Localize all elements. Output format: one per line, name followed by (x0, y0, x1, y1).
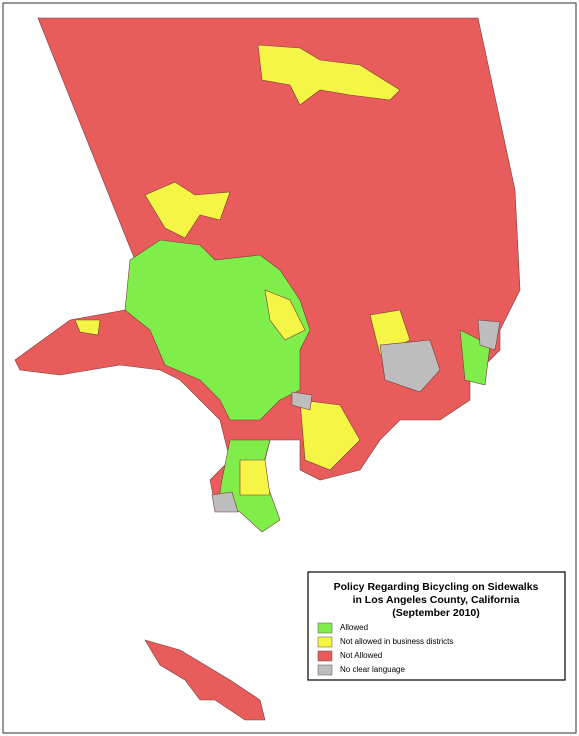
island (144, 639, 266, 721)
region-no-language (477, 319, 501, 351)
region-business (239, 459, 271, 496)
region-no-language (291, 391, 313, 411)
legend: Policy Regarding Bicycling on Sidewalks … (307, 571, 566, 681)
region-no-language (211, 491, 239, 513)
legend-title: (September 2010) (392, 607, 480, 619)
region-business (257, 44, 401, 106)
region-business (299, 399, 361, 471)
region-business (74, 319, 101, 336)
legend-title: in Los Angeles County, California (353, 594, 520, 606)
legend-title: Policy Regarding Bicycling on Sidewalks (334, 581, 539, 593)
region-no-language (379, 339, 441, 393)
region-business (264, 289, 306, 341)
legend-swatch (317, 650, 333, 662)
legend-box (307, 571, 566, 681)
legend-swatch (317, 622, 333, 634)
legend-label: No clear language (340, 665, 405, 674)
county-map (14, 17, 521, 721)
region-allowed (124, 239, 311, 421)
legend-swatch (317, 636, 333, 648)
legend-label: Allowed (340, 623, 368, 632)
legend-swatch (317, 664, 333, 676)
region-business (144, 181, 231, 239)
legend-label: Not Allowed (340, 651, 382, 660)
legend-label: Not allowed in business districts (340, 637, 453, 646)
